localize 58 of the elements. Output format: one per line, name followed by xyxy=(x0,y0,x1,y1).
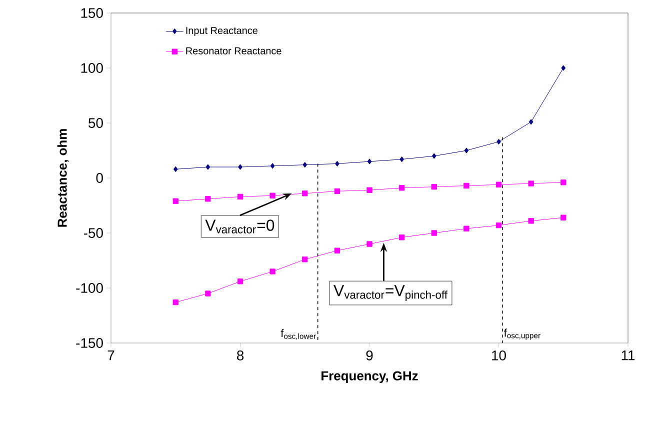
point xyxy=(334,160,340,167)
point xyxy=(528,218,534,224)
point xyxy=(431,184,437,190)
point xyxy=(367,158,372,164)
x-tick-label: 7 xyxy=(108,350,114,360)
annotation: V$_{varactor}$=V$_{pinch-off}$ xyxy=(334,285,448,301)
point xyxy=(366,187,372,193)
annotation: f$_{osc,lower}$ xyxy=(280,329,316,340)
y-tick-label: -150 xyxy=(76,338,103,348)
point xyxy=(464,226,470,232)
point xyxy=(302,256,308,262)
point xyxy=(398,185,405,191)
point xyxy=(334,248,340,254)
point xyxy=(560,180,566,186)
point xyxy=(496,182,502,188)
annotation: f$_{osc,upper}$ xyxy=(504,328,540,340)
point xyxy=(464,148,469,154)
annotation: V$_{varactor}$=0 xyxy=(205,220,274,234)
legend-label: Input Reactance xyxy=(186,27,258,36)
point xyxy=(270,268,276,274)
point xyxy=(205,290,211,296)
y-tick-label: 100 xyxy=(81,63,103,73)
y-tick-label: -100 xyxy=(76,283,103,293)
point xyxy=(366,241,372,247)
point xyxy=(302,190,308,196)
point xyxy=(496,222,502,228)
point xyxy=(400,156,404,162)
x-axis-title: Frequency, GHz xyxy=(322,371,418,383)
y-tick-label: 50 xyxy=(88,118,103,128)
point xyxy=(302,162,308,168)
x-tick-label: 10 xyxy=(492,350,506,360)
point xyxy=(237,278,244,284)
legend-label: Resonator Reactance xyxy=(186,47,282,54)
x-tick-label: 11 xyxy=(622,350,635,360)
x-tick-label: 8 xyxy=(236,350,244,360)
point xyxy=(206,164,210,170)
point xyxy=(205,196,211,202)
point xyxy=(270,192,276,198)
y-tick-label: -50 xyxy=(84,228,103,238)
point xyxy=(464,182,470,189)
y-tick-label: 0 xyxy=(96,173,103,183)
point xyxy=(528,119,534,125)
point xyxy=(237,194,244,200)
y-axis-title: Reactance, ohm xyxy=(57,129,69,227)
y-tick-label: 150 xyxy=(81,8,103,18)
point xyxy=(238,164,242,170)
x-tick-label: 9 xyxy=(366,350,373,360)
point xyxy=(173,166,178,172)
point xyxy=(528,180,534,186)
point xyxy=(561,65,566,71)
point xyxy=(334,188,340,194)
point xyxy=(172,299,178,306)
point xyxy=(431,230,437,236)
point xyxy=(432,153,436,159)
point xyxy=(172,198,178,204)
point xyxy=(270,163,275,169)
point xyxy=(398,234,405,240)
point xyxy=(560,214,566,220)
